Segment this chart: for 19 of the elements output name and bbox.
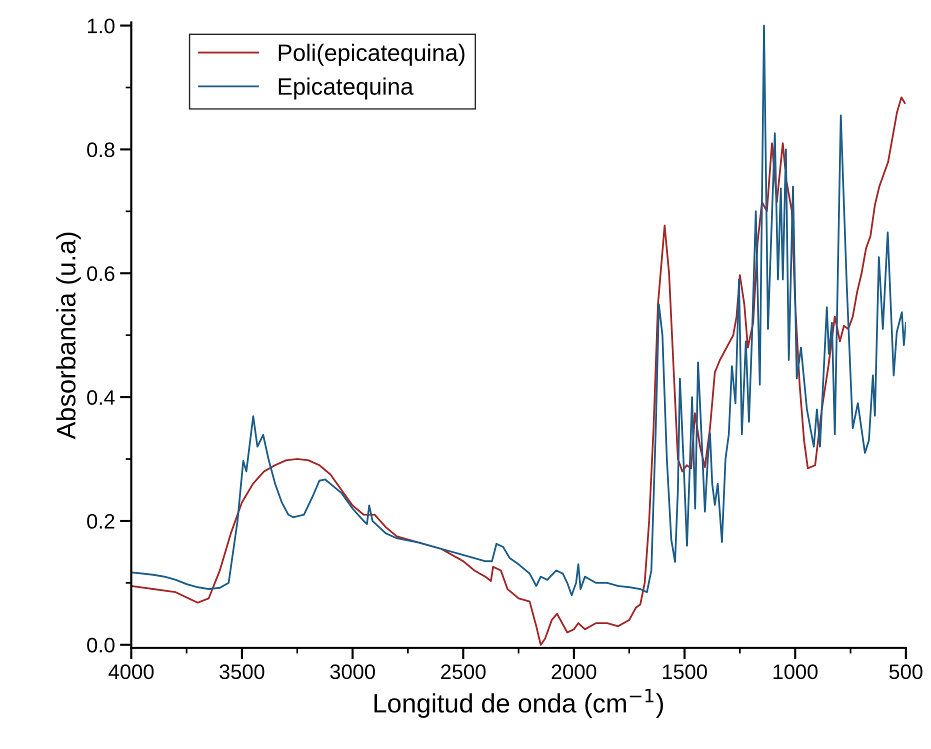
y-axis-title: Absorbancia (u.a) xyxy=(56,232,81,440)
legend-label: Poli(epicatequina) xyxy=(278,44,464,66)
y-tick-label: 0.2 xyxy=(87,514,114,529)
x-tick-label: 3000 xyxy=(330,664,375,680)
y-tick-label: 0.8 xyxy=(87,142,114,158)
y-tick-label: 0.4 xyxy=(87,390,115,405)
y-tick-label: 1.0 xyxy=(88,18,114,34)
x-tick-label: 2500 xyxy=(441,664,486,680)
x-tick-label: 500 xyxy=(889,664,922,680)
y-tick-label: 0.0 xyxy=(87,638,114,653)
x-tick-label: 1500 xyxy=(662,664,707,680)
y-tick-label: 0.6 xyxy=(87,266,114,282)
x-axis-title: Longitud de onda (cm$^{−1}$) xyxy=(374,688,663,718)
x-tick-label: 2000 xyxy=(552,664,596,680)
x-tick-label: 3500 xyxy=(220,664,264,680)
legend-label: Epicatequina xyxy=(278,78,414,100)
x-tick-label: 1000 xyxy=(774,664,818,680)
line-series xyxy=(131,24,906,596)
x-tick-label: 4000 xyxy=(108,664,154,680)
